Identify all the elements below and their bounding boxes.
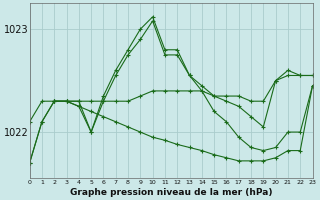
X-axis label: Graphe pression niveau de la mer (hPa): Graphe pression niveau de la mer (hPa): [70, 188, 272, 197]
